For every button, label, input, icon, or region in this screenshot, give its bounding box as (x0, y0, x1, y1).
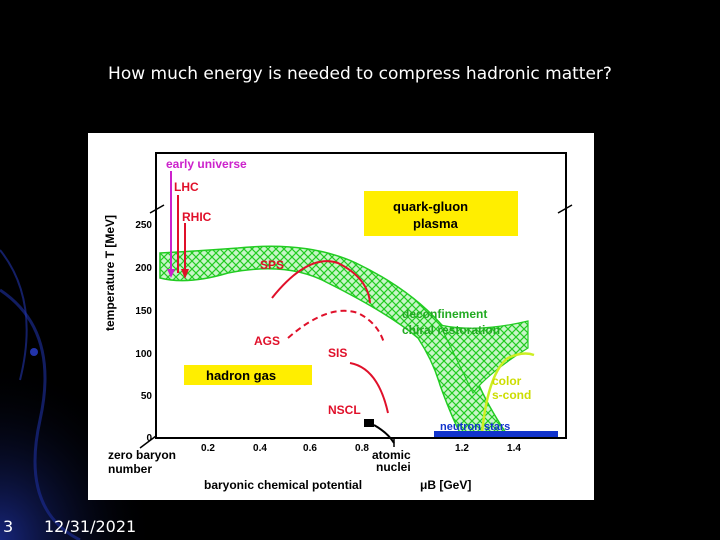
x-tick: 0.6 (303, 443, 317, 454)
y-tick: 50 (141, 391, 153, 402)
qgp-box (364, 191, 518, 236)
atomic-nuclei-label: atomic (372, 448, 411, 462)
y-tick: 250 (135, 220, 152, 231)
y-tick: 0 (146, 433, 152, 444)
x-tick: 0.4 (253, 443, 267, 454)
y-tick: 150 (135, 306, 152, 317)
neutron-stars-label: neutron stars (440, 421, 510, 433)
hadron-gas-label: hadron gas (206, 368, 276, 383)
sps-label: SPS (260, 258, 284, 272)
deconfinement-label: deconfinement (402, 307, 487, 321)
zero-baryon-label: zero baryon (108, 448, 176, 462)
y-axis-label: temperature T [MeV] (103, 215, 117, 331)
x-tick: 1.4 (507, 443, 521, 454)
lhc-label: LHC (174, 180, 199, 194)
hadron-gas-box (184, 365, 312, 385)
x-tick: 0.2 (201, 443, 215, 454)
rhic-label: RHIC (182, 210, 212, 224)
ags-label: AGS (254, 334, 280, 348)
neutron-stars-bar (434, 431, 558, 437)
qgp-label-line1: quark-gluon (393, 199, 468, 214)
s-cond-label: s-cond (492, 388, 531, 402)
chiral-restoration-label: chiral restoration (402, 323, 500, 337)
sis-label: SIS (328, 346, 347, 360)
x-axis-label: baryonic chemical potential (204, 478, 362, 492)
color-label: color (492, 374, 522, 388)
y-tick: 100 (135, 349, 152, 360)
zero-baryon-label-2: number (108, 462, 152, 476)
nscl-label: NSCL (328, 403, 361, 417)
atomic-nuclei-label-2: nuclei (376, 460, 411, 474)
slide-number: 3 (3, 517, 14, 536)
slide-date: 12/31/2021 (44, 517, 137, 536)
slide-title: How much energy is needed to compress ha… (108, 64, 612, 84)
x-tick: 1.2 (455, 443, 469, 454)
phase-diagram-figure: 0 50 100 150 200 250 0.2 0.4 0.6 0.8 1.2… (88, 133, 594, 500)
early-universe-label: early universe (166, 157, 247, 171)
x-tick: 0.8 (355, 443, 369, 454)
qgp-label-line2: plasma (413, 216, 459, 231)
y-tick-labels: 0 50 100 150 200 250 (135, 220, 152, 444)
y-tick: 200 (135, 263, 152, 274)
x-axis-unit: μB [GeV] (420, 478, 471, 492)
x-tick-labels: 0.2 0.4 0.6 0.8 1.2 1.4 (201, 443, 521, 454)
